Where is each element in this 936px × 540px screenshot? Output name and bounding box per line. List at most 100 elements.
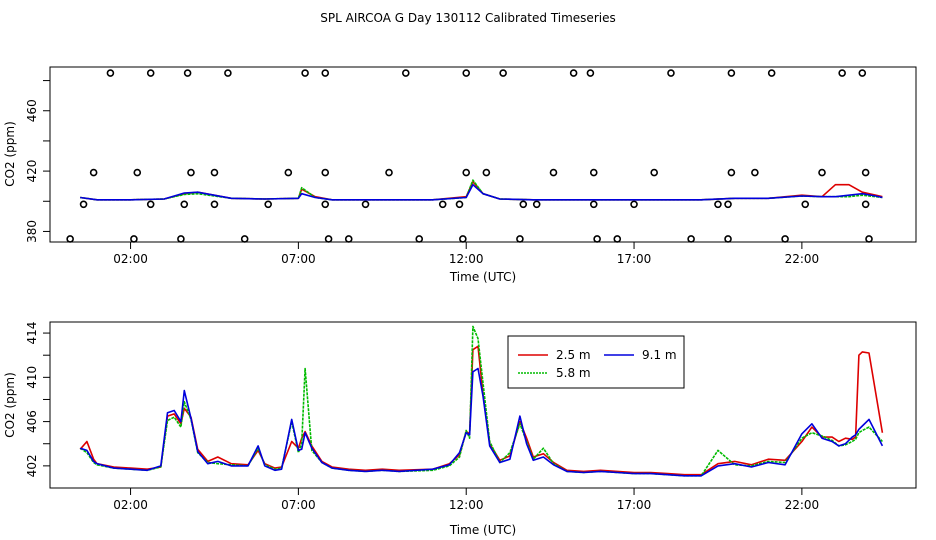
flag-marker [727,168,736,177]
flag-marker [801,200,810,209]
bottom-y-tick-label: 402 [25,454,39,477]
flag-marker [516,235,524,243]
flag-marker [499,69,507,77]
flag-marker [586,69,595,77]
top-series-line-5-8-m [80,179,883,201]
flag-marker [321,69,330,77]
flag-marker [240,235,249,243]
flag-marker [183,69,192,77]
legend-box [507,335,685,389]
flag-marker [321,168,330,177]
flag-marker [180,200,189,209]
flag-marker [838,69,846,77]
top-flag-markers [66,69,873,243]
flag-marker [79,200,88,209]
top-x-axis: 02:00 07:00 12:00 17:00 22:00 [113,242,819,266]
flag-marker [767,69,776,77]
bottom-x-tick-label: 22:00 [785,498,820,512]
bottom-x-tick-label: 02:00 [113,498,148,512]
legend-label-9-1m: 9.1 m [642,348,677,362]
top-series-line-9-1-m [80,183,883,201]
top-x-tick-label: 12:00 [449,252,484,266]
flag-marker [865,235,873,243]
flag-marker [455,200,464,209]
flag-marker [177,235,185,243]
top-x-tick-label: 02:00 [113,252,148,266]
bottom-series-line-9-1-m [79,367,884,477]
flag-marker [667,69,675,77]
legend-label-2-5m: 2.5 m [556,348,591,362]
flag-marker [146,200,155,209]
top-y-axis: 380 420 460 [25,80,50,243]
bottom-x-axis: 02:00 07:00 12:00 17:00 22:00 [113,488,819,512]
bottom-x-tick-label: 12:00 [449,498,484,512]
flag-marker [106,69,115,77]
flag-marker [861,168,870,177]
top-series-lines [80,179,883,201]
bottom-y-tick-label: 414 [25,322,39,345]
bottom-plot-frame [49,321,917,489]
bottom-x-tick-label: 07:00 [281,498,316,512]
flag-marker [89,168,98,177]
flag-marker [589,168,598,177]
top-panel: 380 420 460 02:00 07:00 12:00 17:00 22:00 Time… [3,66,917,284]
flag-marker [130,235,138,243]
flag-marker [818,168,826,177]
chart-title: SPL AIRCOA G Day 130112 Calibrated Times… [320,11,615,25]
bottom-y-tick-label: 410 [25,366,39,389]
flag-marker [569,69,578,77]
flag-marker [264,200,272,209]
top-x-tick-label: 17:00 [617,252,652,266]
flag-marker [301,69,309,77]
flag-marker [858,69,867,77]
flag-marker [650,168,658,177]
bottom-panel: 402 406 410 414 02:00 07:00 12:00 17:00 22:00 T… [3,321,917,537]
bottom-y-axis: 402 406 410 414 [25,322,50,477]
flag-marker [613,235,622,243]
flag-marker [284,168,293,177]
flag-marker [519,200,528,209]
top-y-tick-label: 380 [25,220,39,243]
flag-marker [687,235,695,243]
flag-marker [751,168,759,177]
flag-marker [589,200,598,209]
flag-marker [321,200,330,209]
flag-marker [133,168,142,177]
flag-marker [401,69,410,77]
bottom-y-tick-label: 406 [25,410,39,433]
flag-marker [344,235,353,243]
flag-marker [593,235,601,243]
flag-marker [361,200,370,209]
legend: 2.5 m 5.8 m 9.1 m [507,335,685,389]
flag-marker [549,168,558,177]
flag-marker [532,200,541,209]
flag-marker [385,168,393,177]
flag-marker [187,168,195,177]
top-x-axis-label: Time (UTC) [449,270,516,284]
top-y-tick-label: 460 [25,99,39,122]
flag-marker [727,69,736,77]
flag-marker [210,168,219,177]
flag-marker [146,69,155,77]
flag-marker [438,200,447,209]
flag-marker [724,200,732,209]
legend-label-5-8m: 5.8 m [556,366,591,380]
flag-marker [462,69,471,77]
bottom-series-lines [79,325,884,477]
flag-marker [724,235,732,243]
bottom-x-axis-label: Time (UTC) [449,523,516,537]
flag-marker [861,200,870,209]
bottom-y-axis-label: CO2 (ppm) [3,372,17,438]
top-plot-frame [49,66,917,243]
flag-marker [462,168,471,177]
flag-marker [210,200,219,209]
flag-marker [224,69,232,77]
top-x-tick-label: 07:00 [281,252,316,266]
flag-marker [630,200,638,209]
bottom-x-tick-label: 17:00 [617,498,652,512]
flag-marker [781,235,789,243]
flag-marker [415,235,424,243]
top-x-tick-label: 22:00 [785,252,820,266]
flag-marker [66,235,74,243]
